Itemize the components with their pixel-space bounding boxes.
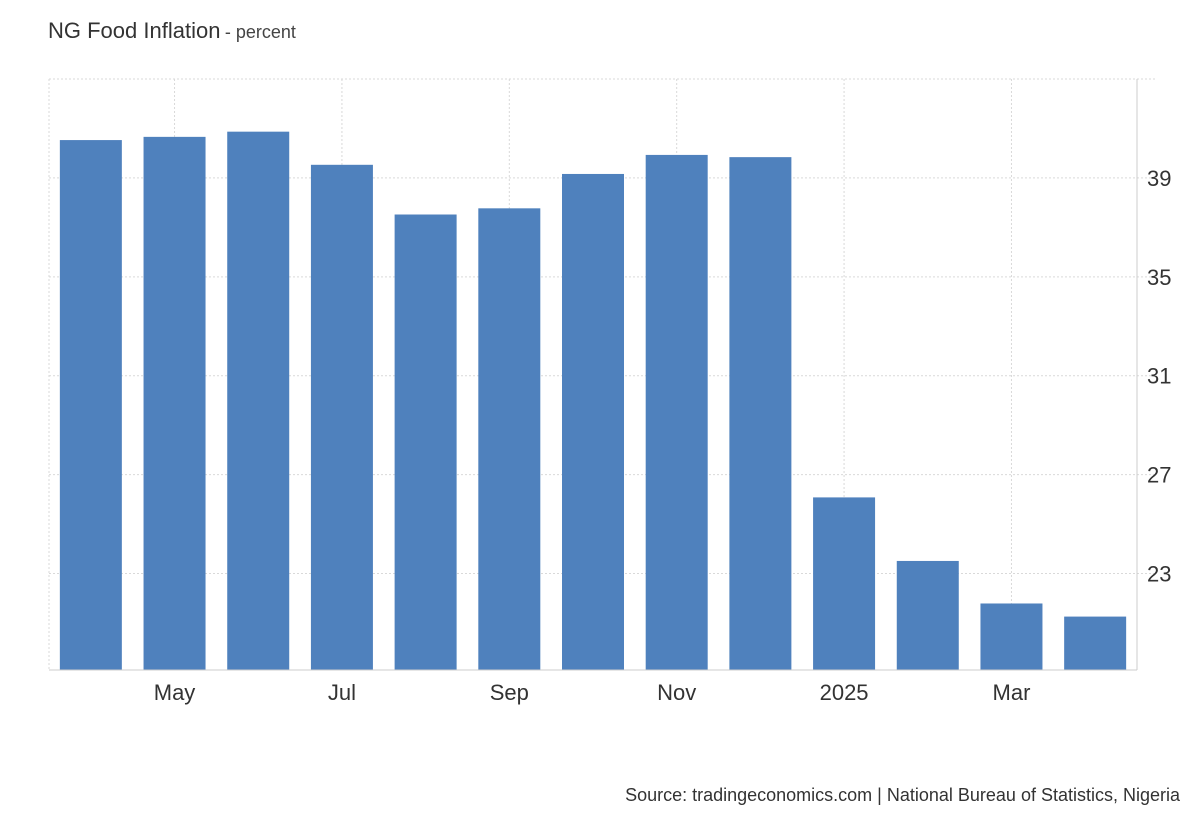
chart-title-main: NG Food Inflation (48, 18, 221, 43)
bar (143, 136, 206, 671)
bar (310, 164, 373, 670)
source-note: Source: tradingeconomics.com | National … (625, 785, 1180, 805)
bar (394, 214, 457, 670)
bar (478, 208, 541, 670)
bar (645, 154, 708, 671)
tick-labels: 23 27 31 35 39 May Jul Sep Nov 2025 Mar (154, 166, 1172, 705)
bar (813, 497, 876, 670)
x-tick-label: Sep (490, 680, 529, 705)
y-tick-label: 31 (1147, 364, 1171, 389)
bar (1064, 616, 1127, 670)
x-tick-label: Nov (657, 680, 696, 705)
y-tick-label: 39 (1147, 166, 1171, 191)
y-tick-label: 23 (1147, 562, 1171, 587)
x-tick-label: May (154, 680, 196, 705)
axes (49, 79, 1138, 671)
bars (59, 131, 1127, 671)
x-tick-label: 2025 (820, 680, 869, 705)
bar (59, 140, 122, 670)
bar (227, 131, 290, 670)
bar (562, 173, 624, 671)
bar (980, 603, 1043, 670)
bar (896, 560, 959, 670)
chart-title: NG Food Inflation - percent (48, 18, 296, 44)
y-tick-label: 27 (1147, 463, 1171, 488)
chart-title-unit: - percent (224, 22, 296, 42)
bar (729, 157, 792, 671)
x-tick-label: Jul (328, 680, 356, 705)
y-tick-label: 35 (1147, 265, 1171, 290)
x-tick-label: Mar (993, 680, 1031, 705)
